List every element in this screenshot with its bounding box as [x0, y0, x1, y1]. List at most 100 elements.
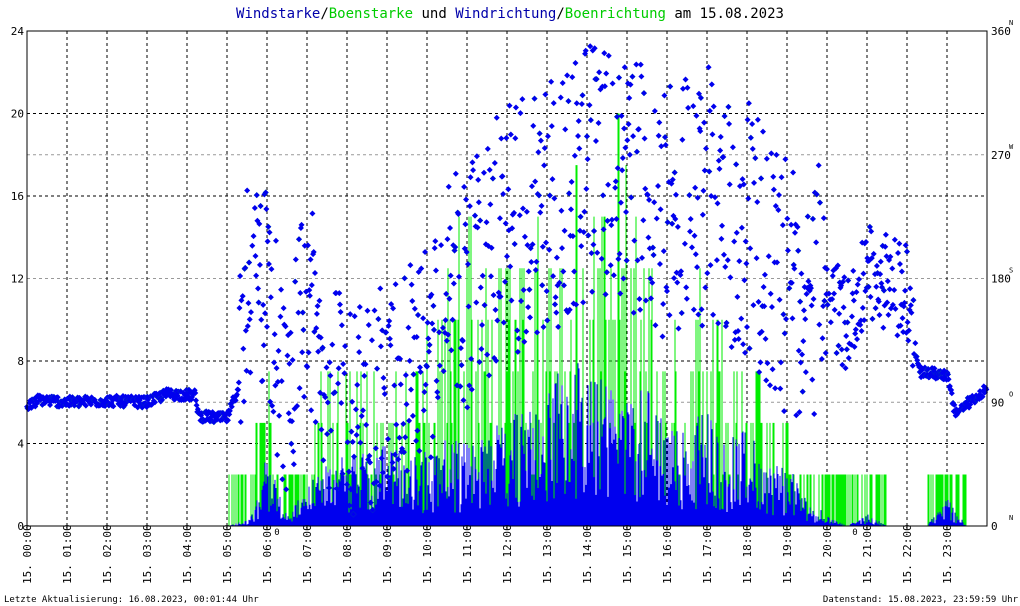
wind-direction-point: [316, 297, 323, 304]
y-tick-label: 16: [11, 190, 24, 203]
wind-direction-point: [414, 427, 421, 434]
wind-direction-point: [279, 476, 286, 483]
wind-direction-point: [397, 381, 404, 388]
wind-direction-point: [308, 407, 315, 414]
wind-direction-point: [873, 283, 880, 290]
wind-direction-point: [390, 305, 397, 312]
wind-direction-point: [324, 399, 331, 406]
wind-direction-point: [816, 321, 823, 328]
wind-direction-point: [638, 73, 645, 80]
wind-direction-point: [598, 255, 605, 262]
wind-direction-point: [426, 341, 433, 348]
title-date: am 15.08.2023: [666, 6, 784, 22]
wind-direction-point: [580, 229, 587, 236]
wind-direction-point: [745, 195, 752, 202]
wind-direction-point: [714, 200, 721, 207]
wind-direction-point: [622, 144, 629, 151]
wind-direction-point: [259, 377, 266, 384]
wind-direction-point: [591, 45, 598, 52]
wind-direction-point: [543, 239, 550, 246]
wind-direction-point: [548, 123, 555, 130]
wind-direction-point: [359, 465, 366, 472]
wind-direction-point: [297, 290, 304, 297]
wind-direction-point: [909, 362, 916, 369]
x-tick-label: 15. 03:00: [141, 524, 154, 584]
wind-direction-point: [815, 162, 822, 169]
wind-direction-point: [615, 255, 622, 262]
wind-direction-point: [708, 81, 715, 88]
wind-direction-point: [607, 262, 614, 269]
wind-direction-point: [278, 378, 285, 385]
wind-direction-point: [534, 329, 541, 336]
wind-direction-point: [417, 368, 424, 375]
wind-direction-point: [636, 295, 643, 302]
wind-direction-point: [784, 247, 791, 254]
wind-direction-point: [249, 242, 256, 249]
wind-direction-point: [429, 433, 436, 440]
wind-direction-point: [877, 258, 884, 265]
wind-direction-point: [671, 169, 678, 176]
wind-direction-point: [628, 194, 635, 201]
wind-direction-point: [491, 159, 498, 166]
wind-direction-point: [500, 190, 507, 197]
wind-direction-point: [282, 323, 289, 330]
wind-direction-point: [700, 187, 707, 194]
wind-direction-point: [717, 133, 724, 140]
wind-direction-point: [649, 244, 656, 251]
wind-direction-point: [672, 216, 679, 223]
direction-letter: W: [1009, 143, 1014, 151]
wind-direction-point: [559, 80, 566, 87]
wind-direction-point: [102, 403, 109, 410]
wind-direction-point: [694, 194, 701, 201]
wind-direction-point: [445, 183, 452, 190]
wind-direction-point: [747, 245, 754, 252]
wind-direction-point: [703, 145, 710, 152]
wind-direction-point: [829, 272, 836, 279]
direction-letter: O: [1009, 390, 1013, 398]
wind-direction-point: [834, 262, 841, 269]
wind-direction-point: [840, 278, 846, 285]
wind-direction-point: [762, 335, 769, 342]
wind-direction-point: [582, 47, 589, 54]
wind-direction-point: [637, 61, 644, 68]
wind-direction-point: [372, 445, 379, 452]
wind-direction-point: [516, 212, 523, 219]
wind-direction-point: [603, 70, 610, 77]
direction-series: [24, 43, 990, 518]
wind-direction-point: [432, 267, 439, 274]
wind-direction-point: [292, 278, 299, 285]
wind-direction-point: [34, 400, 41, 407]
wind-direction-point: [848, 313, 855, 320]
wind-direction-point: [250, 233, 257, 240]
wind-direction-point: [452, 244, 459, 251]
wind-direction-point: [979, 393, 986, 400]
wind-direction-point: [371, 307, 378, 314]
wind-direction-point: [619, 155, 626, 162]
wind-direction-point: [265, 260, 272, 267]
wind-direction-point: [741, 277, 748, 284]
wind-direction-point: [484, 145, 491, 152]
wind-direction-point: [650, 251, 657, 258]
wind-direction-point: [358, 413, 365, 420]
wind-direction-point: [377, 343, 384, 350]
wind-direction-point: [657, 206, 664, 213]
title-gust: Boenstarke: [329, 6, 413, 22]
wind-direction-point: [539, 243, 546, 250]
wind-direction-point: [820, 303, 827, 310]
wind-direction-point: [655, 183, 662, 190]
wind-direction-point: [323, 364, 330, 371]
wind-direction-point: [600, 192, 606, 199]
wind-direction-point: [344, 481, 350, 488]
y2-tick-label: 360: [991, 25, 1011, 38]
wind-direction-point: [406, 357, 413, 364]
wind-direction-point: [514, 327, 521, 334]
wind-direction-point: [882, 243, 889, 250]
wind-direction-point: [877, 271, 884, 278]
wind-direction-point: [427, 454, 434, 461]
wind-direction-point: [489, 175, 496, 182]
wind-direction-point: [718, 235, 725, 242]
wind-direction-point: [476, 358, 483, 365]
wind-direction-point: [781, 408, 788, 415]
wind-direction-point: [617, 199, 624, 206]
wind-direction-point: [284, 352, 291, 359]
